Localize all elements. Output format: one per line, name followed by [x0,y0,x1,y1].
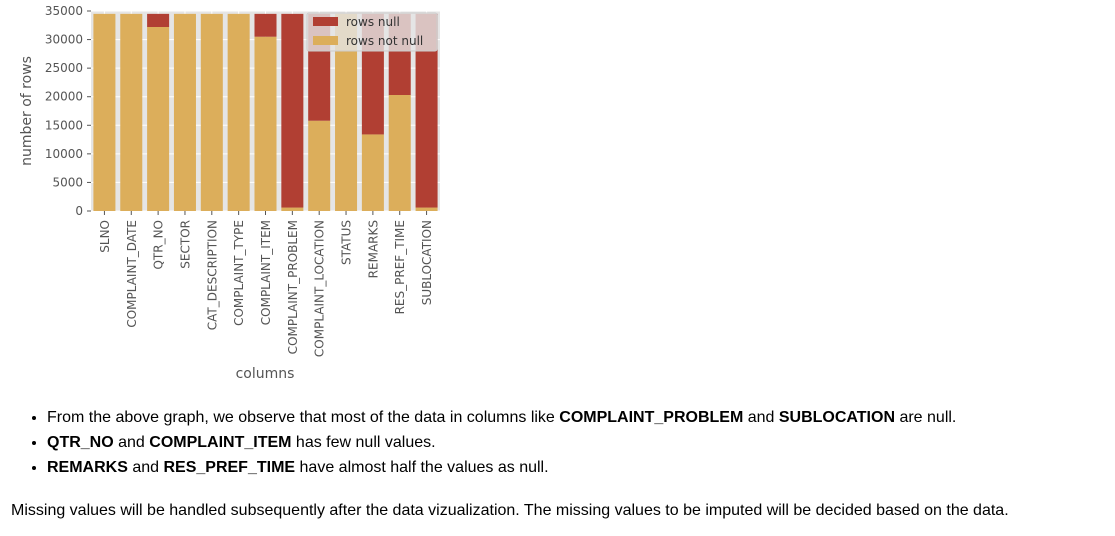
observation-text: has few null values. [291,434,436,451]
emphasized-column-name: COMPLAINT_ITEM [149,434,292,451]
x-tick-label: COMPLAINT_TYPE [232,220,246,326]
legend-swatch [313,36,338,45]
observation-list: From the above graph, we observe that mo… [28,405,956,480]
emphasized-column-name: SUBLOCATION [778,409,895,426]
bar-segment [281,13,304,208]
bar-series [93,13,438,211]
legend-box [306,12,438,52]
x-tick-label: SLNO [98,220,112,253]
y-tick-label: 35000 [45,4,83,18]
y-tick-label: 5000 [52,175,83,189]
bar-segment [147,27,170,211]
y-tick-label: 10000 [45,147,83,161]
x-tick-label: CAT_DESCRIPTION [205,220,219,330]
observation-text: From the above graph, we observe that mo… [47,409,560,426]
x-tick-label: REMARKS [366,220,380,278]
y-axis-ticks: 0 5000 10000 15000 20000 25000 30000 35000 [45,4,91,218]
bar-segment [93,13,116,211]
observation-item: From the above graph, we observe that mo… [47,405,956,430]
bar-segment [227,13,250,211]
observation-text: and [113,434,150,451]
x-tick-label: SECTOR [178,220,192,269]
observation-item: QTR_NO and COMPLAINT_ITEM has few null v… [47,430,956,455]
x-tick-label: RES_PREF_TIME [393,220,407,314]
observation-text: and [743,409,779,426]
x-tick-label: QTR_NO [152,220,166,270]
observation-text: and [127,459,164,476]
bar-segment [308,120,331,211]
y-tick-label: 15000 [45,118,83,132]
y-axis-label: number of rows [19,56,35,166]
emphasized-column-name: REMARKS [47,459,128,476]
x-axis-ticks: SLNO COMPLAINT_DATE QTR_NO SECTOR CAT_DESCRI… [98,211,434,357]
observation-text: are null. [895,409,957,426]
emphasized-column-name: COMPLAINT_PROBLEM [559,409,744,426]
legend-label: rows null [346,15,400,29]
x-tick-label: STATUS [340,220,354,265]
bar-segment [388,95,411,211]
x-tick-label: SUBLOCATION [420,220,434,305]
bar-segment [415,13,438,208]
bar-segment [254,13,277,37]
summary-text: Missing values will be handled subsequen… [11,502,1009,519]
emphasized-column-name: QTR_NO [47,434,114,451]
x-tick-label: COMPLAINT_DATE [125,220,139,328]
bar-segment [200,13,223,211]
x-tick-label: COMPLAINT_PROBLEM [286,220,300,354]
bar-segment [254,36,277,211]
observation-text: have almost half the values as null. [295,459,549,476]
legend-label: rows not null [346,34,423,48]
observation-item: REMARKS and RES_PREF_TIME have almost ha… [47,455,956,480]
bar-segment [173,13,196,211]
bar-segment [415,207,438,211]
bar-segment [361,134,384,211]
null-values-chart: 0 5000 10000 15000 20000 25000 30000 35000 SLNO… [19,4,440,382]
bar-segment [335,13,358,211]
bar-segment [147,13,170,27]
bar-segment [120,13,143,211]
emphasized-column-name: RES_PREF_TIME [163,459,296,476]
legend-swatch [313,17,338,26]
x-tick-label: COMPLAINT_LOCATION [313,220,327,357]
bar-segment [281,207,304,211]
x-axis-label: columns [236,366,295,382]
y-tick-label: 25000 [45,61,83,75]
y-tick-label: 30000 [45,33,83,47]
x-tick-label: COMPLAINT_ITEM [259,220,273,325]
legend: rows null rows not null [306,12,438,52]
y-tick-label: 20000 [45,90,83,104]
y-tick-label: 0 [75,204,83,218]
